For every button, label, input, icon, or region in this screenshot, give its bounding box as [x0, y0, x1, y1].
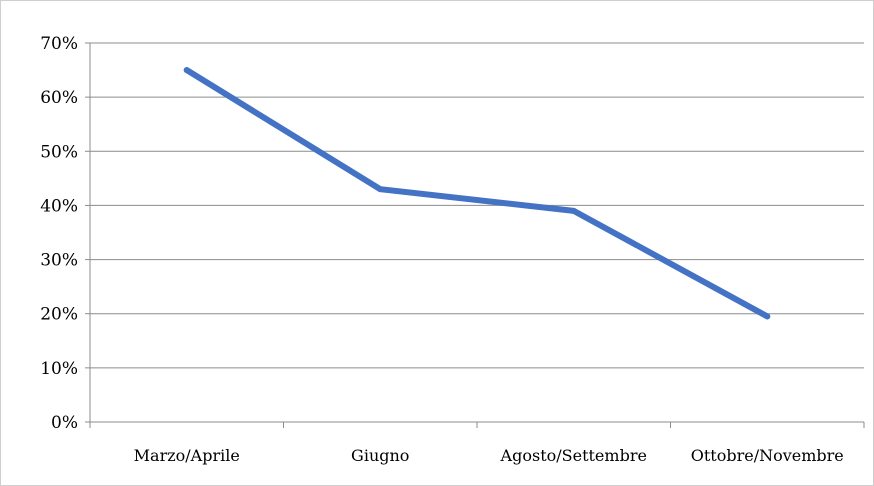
y-axis-tick-label: 30%	[40, 251, 78, 271]
y-axis-tick-label: 50%	[40, 142, 78, 162]
y-axis-tick-label: 20%	[40, 305, 78, 325]
x-axis-category-label: Giugno	[351, 446, 409, 465]
data-point	[183, 67, 190, 74]
series-line	[183, 67, 771, 320]
data-point	[764, 313, 771, 320]
x-axis-category-label: Marzo/Aprile	[134, 446, 240, 465]
y-axis-tick-label: 0%	[51, 413, 78, 433]
x-axis-category-label: Agosto/Settembre	[500, 446, 647, 465]
data-point	[377, 186, 384, 193]
axes	[85, 42, 865, 428]
data-point	[570, 207, 577, 214]
y-axis-tick-label: 70%	[40, 34, 78, 54]
x-axis-tick-labels: Marzo/Aprile Giugno Agosto/Settembre Ottobr…	[134, 446, 844, 465]
y-axis-tick-labels: 0% 10% 20% 30% 40% 50% 60% 70%	[40, 34, 78, 433]
y-axis-tick-label: 10%	[40, 359, 78, 379]
x-axis-category-label: Ottobre/Novembre	[691, 446, 844, 465]
series-layer	[183, 67, 771, 320]
y-axis-tick-label: 40%	[40, 196, 78, 216]
y-axis-tick-label: 60%	[40, 88, 78, 108]
gridlines	[90, 42, 864, 369]
